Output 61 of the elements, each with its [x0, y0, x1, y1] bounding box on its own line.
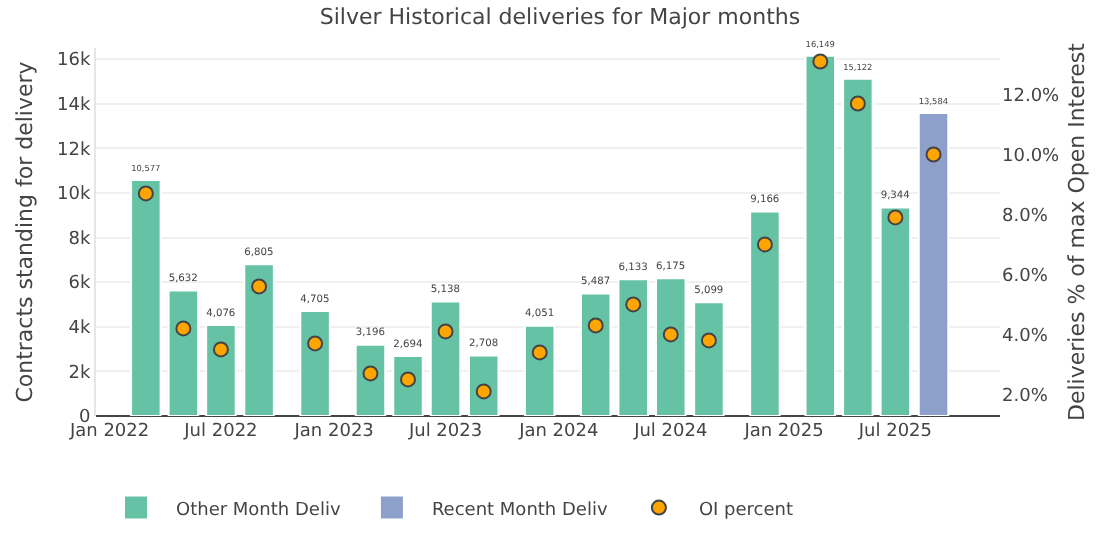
point: [212, 341, 229, 358]
bar: [655, 277, 687, 416]
point: [531, 344, 548, 361]
point: [175, 320, 192, 337]
y2-tick-label: 4.0%: [1002, 326, 1049, 347]
bar: [617, 278, 649, 416]
point: [756, 236, 773, 253]
point: [437, 323, 454, 340]
bar: [205, 324, 237, 416]
point: [849, 95, 866, 112]
point: [887, 209, 904, 226]
y-tick-label: 2k: [68, 363, 92, 384]
legend-label: OI percent: [698, 500, 794, 521]
y2-tick-label: 2.0%: [1002, 386, 1049, 407]
legend-label: Other Month Deliv: [176, 500, 342, 521]
y2-tick-label: 8.0%: [1002, 206, 1049, 227]
point: [925, 146, 942, 163]
x-tick-label: Jul 2023: [406, 422, 483, 442]
bar: [523, 324, 556, 416]
point: [662, 326, 679, 343]
y-tick-label: 14k: [57, 96, 92, 117]
bar: [842, 77, 874, 416]
bar: [804, 54, 837, 416]
bar: [299, 310, 331, 416]
x-tick-label: Jul 2024: [632, 422, 708, 442]
point: [812, 53, 829, 70]
y2-tick-label: 12.0%: [1002, 86, 1061, 107]
point: [362, 365, 379, 382]
y2-axis-title: Deliveries % of max Open Interest: [1064, 41, 1091, 421]
bar: [130, 179, 162, 416]
point: [251, 278, 268, 295]
bar: [429, 300, 462, 416]
y2-tick-label: 6.0%: [1002, 266, 1049, 287]
x-tick-label: Jan 2024: [517, 422, 599, 442]
y-tick-label: 4k: [68, 319, 92, 340]
bar: [354, 343, 387, 416]
bar: [917, 112, 950, 416]
bar: [243, 263, 275, 416]
point: [700, 332, 717, 349]
x-tick-label: Jul 2022: [182, 422, 258, 442]
point: [587, 317, 604, 334]
y-tick-label: 16k: [57, 51, 92, 72]
x-tick-label: Jul 2025: [856, 422, 933, 442]
y-axis-title: Contracts standing for delivery: [12, 60, 38, 403]
bar: [749, 210, 781, 416]
bar: [579, 292, 612, 416]
y2-tick-label: 10.0%: [1002, 146, 1061, 167]
point: [625, 296, 642, 313]
y-tick-label: 6k: [68, 274, 92, 295]
x-tick-label: Jan 2023: [292, 422, 374, 442]
y-tick-label: 10k: [57, 185, 92, 206]
y-tick-label: 12k: [57, 140, 92, 161]
x-tick-label: Jan 2025: [742, 422, 824, 442]
legend-label: Recent Month Deliv: [431, 500, 609, 521]
chart-title: Silver Historical deliveries for Major months: [319, 3, 801, 30]
bar: [693, 301, 725, 416]
bar: [167, 289, 200, 416]
point: [137, 185, 154, 202]
y-tick-label: 8k: [68, 229, 92, 250]
bar: [879, 206, 912, 416]
point: [307, 335, 324, 352]
